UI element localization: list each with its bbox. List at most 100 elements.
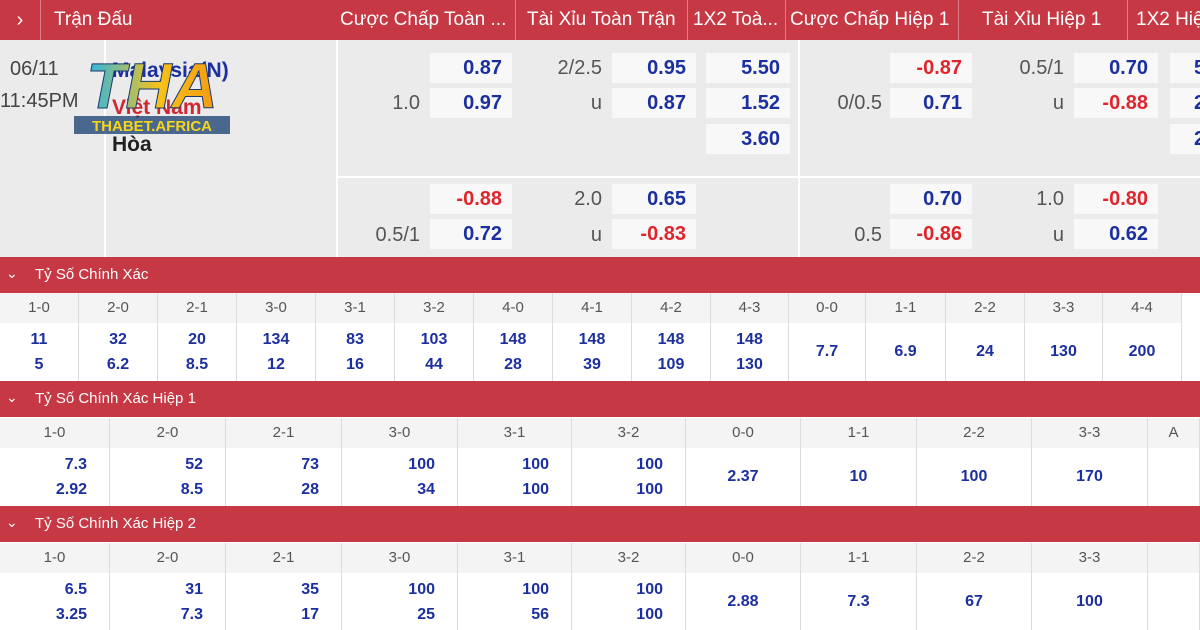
score-odds-cell[interactable]: 103 44 <box>395 323 474 381</box>
score-odd-bottom[interactable]: 6.2 <box>106 356 130 373</box>
h1-handicap-away-odd[interactable]: 0.71 <box>890 88 972 118</box>
chevron-right-icon[interactable]: › <box>16 9 24 31</box>
score-odd-top[interactable]: 7.3 <box>847 593 870 610</box>
score-odd-top[interactable]: 100 <box>408 581 435 598</box>
header-h1-handicap[interactable]: Cược Chấp Hiệp 1 <box>790 9 950 30</box>
chevron-down-icon[interactable]: ⌄ <box>6 265 18 281</box>
h1-ou-alt-under-odd[interactable]: 0.62 <box>1074 219 1158 249</box>
score-odd-top[interactable]: 148 <box>578 331 606 348</box>
score-odd-top[interactable]: 130 <box>1050 343 1077 360</box>
score-odd-top[interactable]: 32 <box>109 331 127 348</box>
header-ft-overunder[interactable]: Tài Xỉu Toàn Trận <box>527 9 676 30</box>
score-odd-bottom[interactable]: 34 <box>417 481 435 498</box>
score-odd-top[interactable]: 170 <box>1076 468 1103 485</box>
ft-handicap-alt-home-odd[interactable]: -0.88 <box>430 184 512 214</box>
score-odd-top[interactable]: 7.3 <box>64 456 87 473</box>
ft-handicap-alt-away-odd[interactable]: 0.72 <box>430 219 512 249</box>
score-odds-cell[interactable]: 170 <box>1032 448 1148 506</box>
score-odds-cell[interactable]: 100 <box>917 448 1032 506</box>
score-odds-cell[interactable]: 130 <box>1025 323 1103 381</box>
ft-1x2-draw-odd[interactable]: 3.60 <box>706 124 790 154</box>
score-odds-cell[interactable]: 148 28 <box>474 323 553 381</box>
score-odd-bottom[interactable]: 16 <box>346 356 364 373</box>
score-odds-cell[interactable]: 100 <box>1032 573 1148 630</box>
score-odd-top[interactable]: 100 <box>960 468 988 485</box>
score-odds-cell[interactable]: 11 5 <box>0 323 79 381</box>
score-odds-cell[interactable]: 52 8.5 <box>110 448 226 506</box>
score-odds-cell[interactable]: 83 16 <box>316 323 395 381</box>
score-odds-cell[interactable]: 7.7 <box>789 323 866 381</box>
score-odd-top[interactable]: 100 <box>636 456 663 473</box>
score-odd-top[interactable]: 7.7 <box>815 343 839 360</box>
score-odd-top[interactable]: 2.37 <box>727 468 759 485</box>
score-odd-bottom[interactable]: 28 <box>504 356 522 373</box>
score-odds-cell[interactable]: 2.37 <box>686 448 801 506</box>
score-odds-cell[interactable]: 200 <box>1103 323 1182 381</box>
score-odd-bottom[interactable]: 100 <box>636 606 663 623</box>
ft-ou-alt-under-odd[interactable]: -0.83 <box>612 219 696 249</box>
score-odd-top[interactable]: 67 <box>965 593 983 610</box>
score-odd-top[interactable]: 103 <box>420 331 448 348</box>
score-odd-bottom[interactable]: 56 <box>531 606 549 623</box>
ft-ou-under-odd[interactable]: 0.87 <box>612 88 696 118</box>
score-odd-top[interactable]: 10 <box>849 468 868 485</box>
score-odds-cell[interactable]: 100 56 <box>458 573 572 630</box>
score-odd-top[interactable]: 20 <box>188 331 206 348</box>
score-odd-top[interactable]: 100 <box>522 581 549 598</box>
score-odd-bottom[interactable]: 100 <box>636 481 663 498</box>
score-odd-top[interactable]: 148 <box>736 331 763 348</box>
score-odd-top[interactable]: 148 <box>657 331 685 348</box>
score-odd-bottom[interactable]: 2.92 <box>55 481 87 498</box>
score-odd-bottom[interactable]: 3.25 <box>55 606 87 623</box>
score-odds-cell[interactable]: 2.88 <box>686 573 801 630</box>
h1-handicap-alt-away-odd[interactable]: -0.86 <box>890 219 972 249</box>
ft-ou-alt-over-odd[interactable]: 0.65 <box>612 184 696 214</box>
score-odd-bottom[interactable]: 8.5 <box>180 481 203 498</box>
h1-ou-under-odd[interactable]: -0.88 <box>1074 88 1158 118</box>
score-odd-top[interactable]: 2.88 <box>727 593 759 610</box>
score-odd-top[interactable]: 100 <box>636 581 663 598</box>
score-odds-cell[interactable] <box>1148 448 1200 506</box>
score-odd-bottom[interactable]: 8.5 <box>185 356 209 373</box>
h1-1x2-home-odd[interactable]: 5 <box>1170 53 1200 83</box>
score-odd-top[interactable]: 100 <box>1076 593 1103 610</box>
score-odds-cell[interactable]: 7.3 2.92 <box>0 448 110 506</box>
score-odd-bottom[interactable]: 5 <box>34 356 44 373</box>
h1-ou-alt-over-odd[interactable]: -0.80 <box>1074 184 1158 214</box>
score-odds-cell[interactable]: 100 34 <box>342 448 458 506</box>
score-odd-bottom[interactable]: 130 <box>736 356 763 373</box>
score-odd-bottom[interactable]: 39 <box>583 356 601 373</box>
score-odds-cell[interactable]: 148 109 <box>632 323 711 381</box>
score-odds-cell[interactable]: 10 <box>801 448 917 506</box>
score-odds-cell[interactable]: 148 130 <box>711 323 789 381</box>
home-team[interactable]: Malaysia(N) <box>112 59 229 82</box>
score-odd-bottom[interactable]: 44 <box>425 356 443 373</box>
score-odd-top[interactable]: 11 <box>30 331 48 348</box>
score-odd-bottom[interactable]: 25 <box>417 606 435 623</box>
score-odd-top[interactable]: 100 <box>408 456 435 473</box>
chevron-down-icon[interactable]: ⌄ <box>6 514 18 530</box>
header-h1-1x2[interactable]: 1X2 Hiệp <box>1136 9 1200 30</box>
away-team[interactable]: Việt Nam <box>112 96 202 119</box>
score-odds-cell[interactable]: 6.9 <box>866 323 946 381</box>
score-odd-top[interactable]: 52 <box>185 456 203 473</box>
score-odd-top[interactable]: 31 <box>185 581 203 598</box>
header-ft-handicap[interactable]: Cược Chấp Toàn ... <box>340 9 507 30</box>
score-odds-cell[interactable]: 6.5 3.25 <box>0 573 110 630</box>
score-odd-bottom[interactable]: 109 <box>657 356 685 373</box>
h1-handicap-alt-home-odd[interactable]: 0.70 <box>890 184 972 214</box>
score-odd-top[interactable]: 200 <box>1128 343 1156 360</box>
h1-ou-over-odd[interactable]: 0.70 <box>1074 53 1158 83</box>
ft-ou-over-odd[interactable]: 0.95 <box>612 53 696 83</box>
score-odd-bottom[interactable]: 28 <box>301 481 319 498</box>
score-odds-cell[interactable]: 100 25 <box>342 573 458 630</box>
header-ft-1x2[interactable]: 1X2 Toà... <box>693 9 779 30</box>
ft-1x2-away-odd[interactable]: 1.52 <box>706 88 790 118</box>
score-odd-top[interactable]: 83 <box>346 331 364 348</box>
score-odds-cell[interactable]: 31 7.3 <box>110 573 226 630</box>
ft-handicap-away-odd[interactable]: 0.97 <box>430 88 512 118</box>
section-header-3[interactable]: ⌄ Tỷ Số Chính Xác Hiệp 2 <box>0 506 1200 542</box>
score-odds-cell[interactable]: 100 100 <box>572 573 686 630</box>
score-odd-top[interactable]: 35 <box>301 581 319 598</box>
score-odd-bottom[interactable]: 100 <box>522 481 549 498</box>
